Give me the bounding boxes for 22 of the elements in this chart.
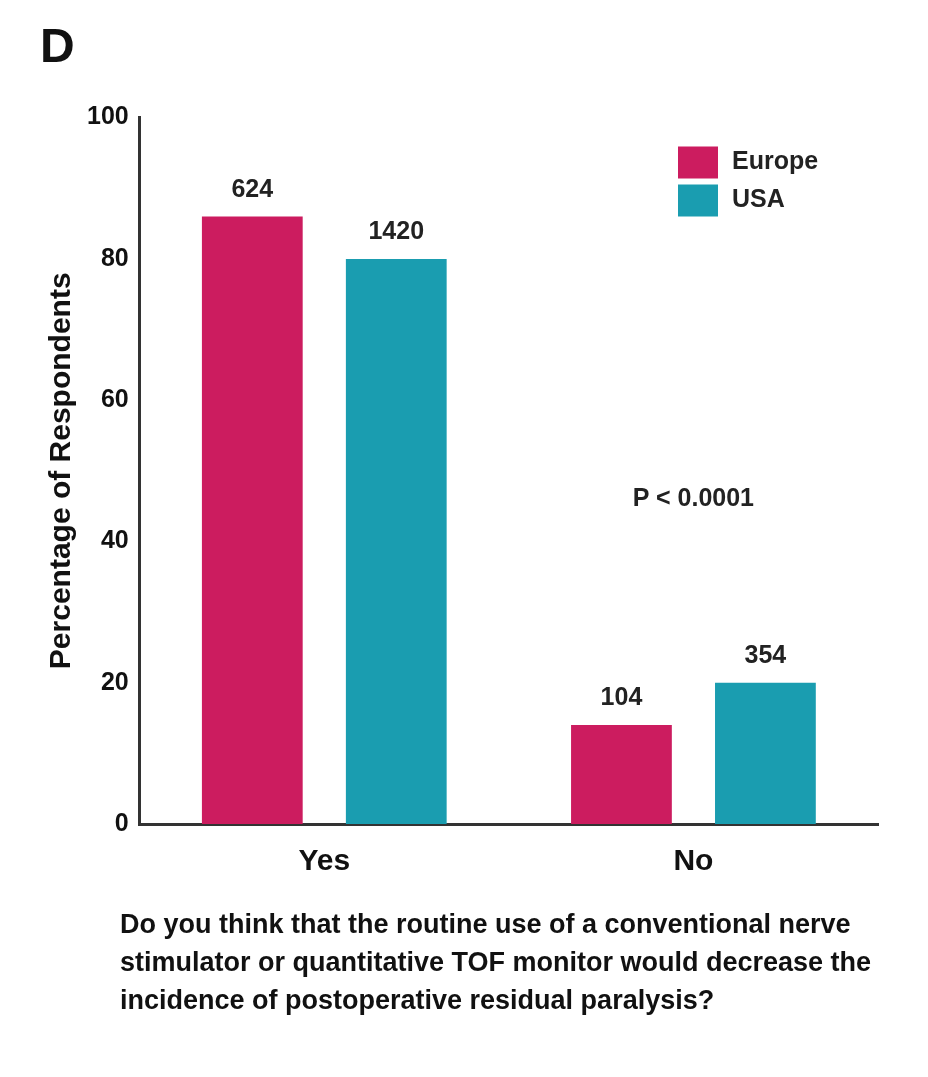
bar — [201, 216, 303, 824]
y-tick-label: 0 — [114, 807, 129, 836]
legend-label: Europe — [732, 146, 819, 175]
y-tick-label: 20 — [100, 666, 129, 695]
y-tick-label: 80 — [100, 242, 129, 271]
annotation: 624 — [231, 173, 274, 202]
annotation: P < 0.0001 — [632, 482, 755, 511]
annotation: 1420 — [368, 216, 425, 245]
y-tick-label: 100 — [86, 101, 129, 130]
y-axis-title: Percentage of Respondents — [43, 272, 77, 670]
annotation: 104 — [600, 682, 643, 711]
bar — [345, 258, 447, 824]
x-tick-label: No — [673, 843, 714, 877]
annotation: 354 — [744, 640, 787, 669]
x-tick-label: Yes — [298, 843, 351, 877]
chart-title: D — [40, 19, 75, 73]
bar — [571, 725, 672, 824]
text: Do you think that the routine use of a conventional nerve stimulator or quantitative TOF monitor would decrease the incidence of postoperative residual paralysis? — [120, 908, 873, 1017]
bar — [715, 682, 816, 824]
y-tick-label: 40 — [100, 525, 129, 554]
legend-label: USA — [732, 184, 785, 213]
y-tick-label: 60 — [100, 384, 129, 413]
